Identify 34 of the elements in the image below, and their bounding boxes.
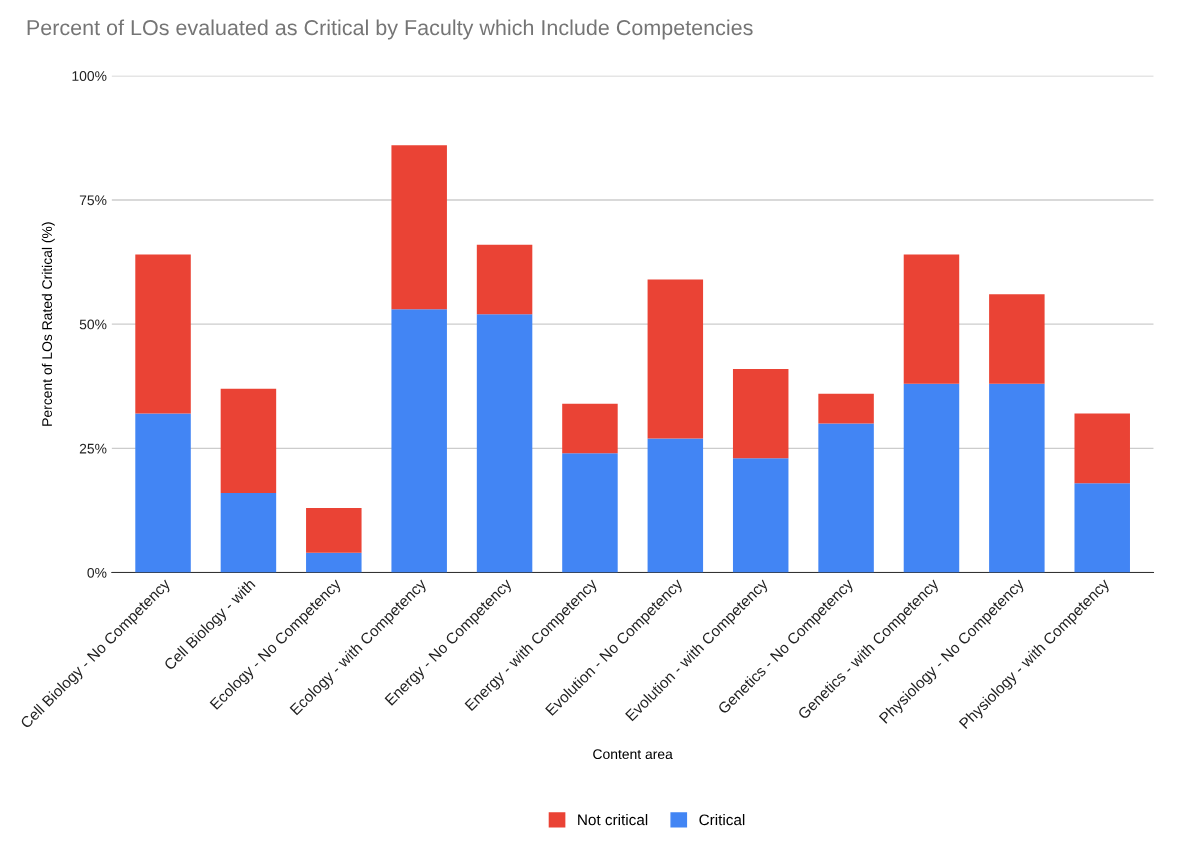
bar: [732, 458, 789, 573]
bar: [476, 244, 533, 315]
bar: [220, 493, 277, 573]
bar: [220, 388, 277, 494]
bar: [903, 383, 960, 573]
legend-label: Critical: [699, 814, 745, 826]
bar: [135, 413, 191, 573]
bar: [1074, 413, 1130, 484]
bar: [391, 145, 447, 310]
bar: [732, 368, 789, 459]
bar: [306, 552, 362, 573]
y-tick-label: 100%: [72, 71, 107, 81]
bar: [818, 423, 874, 573]
bar: [306, 507, 362, 553]
bar: [562, 453, 618, 573]
bar: [476, 314, 533, 573]
bar: [1074, 483, 1130, 573]
bar: [818, 393, 874, 424]
bar: [391, 309, 447, 573]
chart-title: Percent of LOs evaluated as Critical by Faculty which Include Competencies: [27, 19, 753, 40]
y-tick-label: 0%: [87, 567, 107, 578]
legend-label: Not critical: [578, 814, 648, 826]
bar: [647, 438, 704, 573]
bar: [135, 254, 191, 414]
bar: [647, 279, 704, 439]
y-axis-title: Percent of LOs Rated Critical (%): [41, 222, 55, 426]
bar: [903, 254, 960, 384]
y-tick-label: 25%: [79, 443, 107, 454]
y-tick-label: 75%: [79, 195, 107, 206]
bar: [989, 294, 1045, 384]
x-axis-title: Content area: [593, 749, 673, 760]
bar: [989, 383, 1045, 573]
y-tick-label: 50%: [79, 319, 107, 330]
bar: [562, 403, 618, 454]
